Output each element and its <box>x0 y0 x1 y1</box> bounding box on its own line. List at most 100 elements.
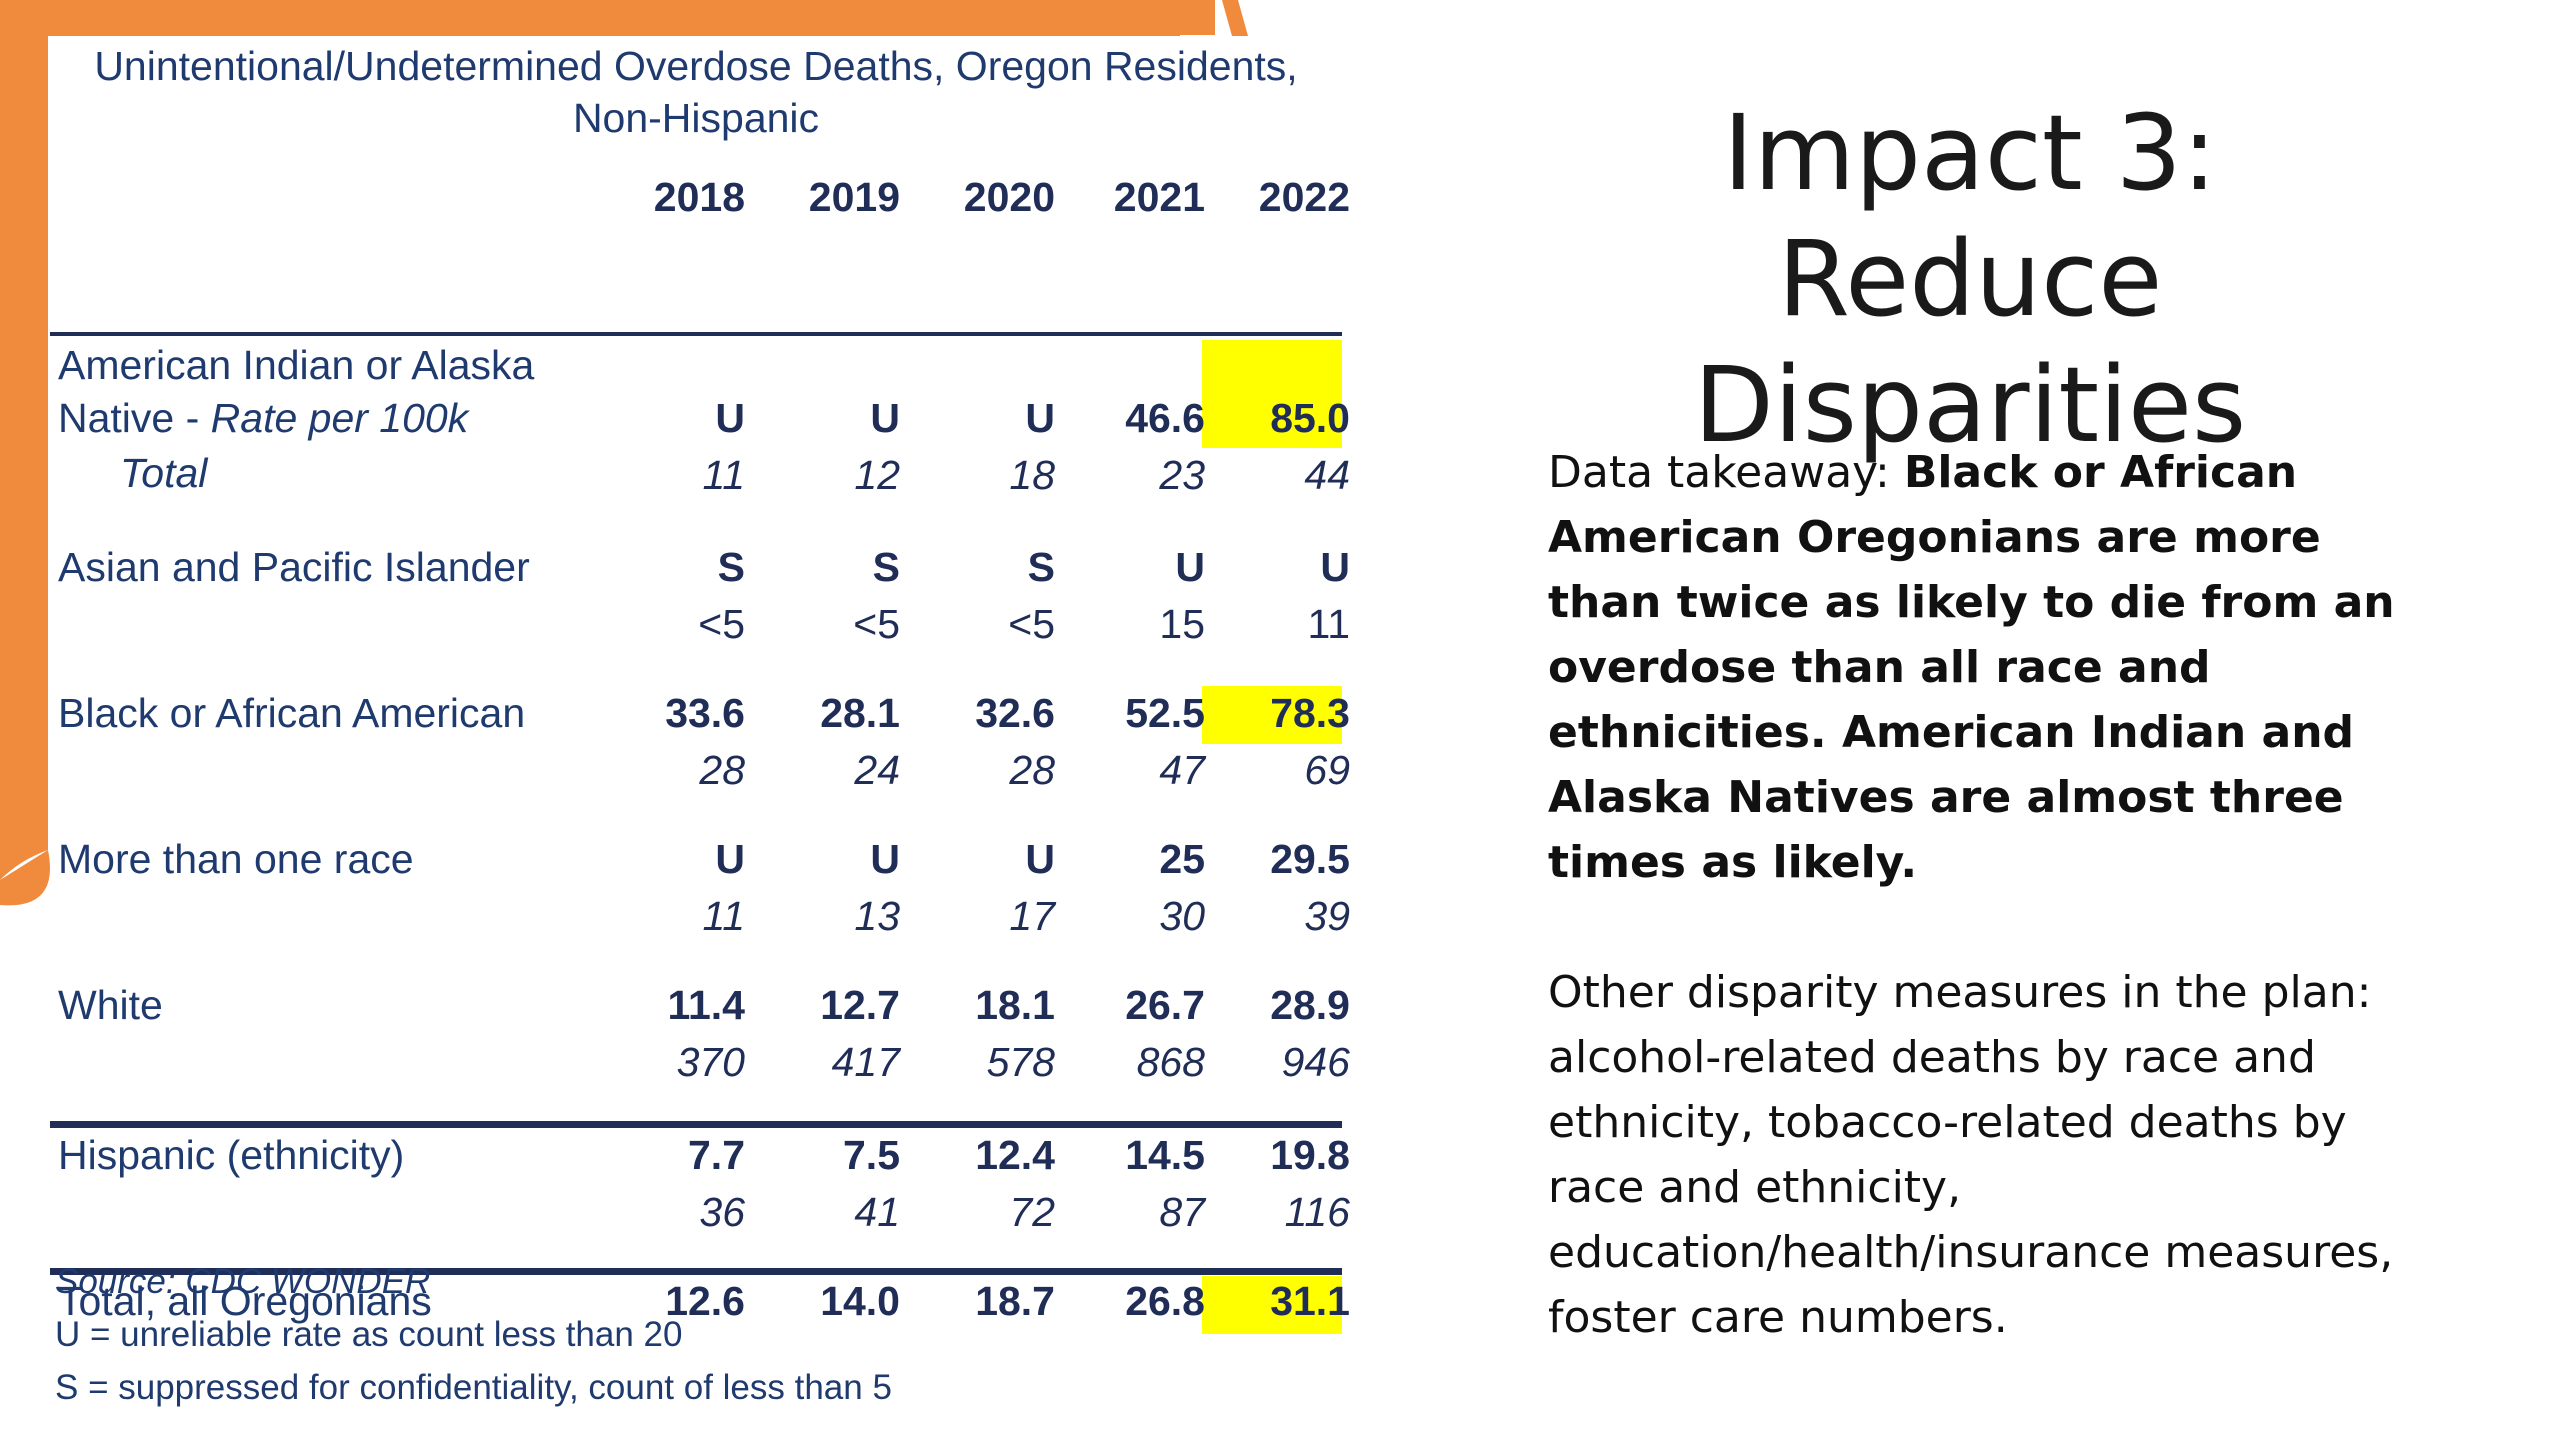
rate-cell: 46.6 <box>1125 395 1205 441</box>
count-cell: 47 <box>1159 747 1205 793</box>
table-row-black-african-american: Black or African American 33.6 28.1 32.6… <box>50 686 1350 830</box>
count-cell: 370 <box>676 1039 745 1085</box>
row-label: Total, all Oregonians <box>58 1278 432 1324</box>
rate-cell: 26.8 <box>1125 1278 1205 1324</box>
row-label: American Indian or Alaska <box>58 342 535 388</box>
table-row-more-than-one-race: More than one race U U U 25 29.5 11 13 1… <box>50 836 1350 976</box>
year-header: 2018 <box>653 174 745 220</box>
rate-label: Rate per 100k <box>210 395 469 441</box>
rate-cell: U <box>870 395 900 441</box>
count-label: Total <box>120 450 208 496</box>
count-cell: 41 <box>854 1189 900 1235</box>
table-title-line1: Unintentional/Undetermined Overdose Deat… <box>94 43 1298 89</box>
orange-accent-stripe <box>1222 0 1248 36</box>
count-cell: 11 <box>702 893 745 939</box>
rate-cell: 85.0 <box>1270 395 1350 441</box>
source-note: Source: CDC WONDER <box>55 1262 431 1301</box>
header-divider <box>50 332 1342 336</box>
year-header: 2019 <box>808 174 900 220</box>
rate-cell: U <box>715 836 745 882</box>
year-header: 2021 <box>1113 174 1205 220</box>
rate-cell: 12.7 <box>820 982 900 1028</box>
rate-cell: 25 <box>1159 836 1205 882</box>
slide-title-line2: Disparities <box>1693 344 2247 466</box>
count-cell: 868 <box>1136 1039 1205 1085</box>
year-header: 2022 <box>1258 174 1350 220</box>
count-cell: <5 <box>1008 601 1055 647</box>
hispanic-divider <box>50 1121 1342 1128</box>
rate-cell: 14.5 <box>1125 1132 1205 1178</box>
u-note: U = unreliable rate as count less than 2… <box>55 1315 683 1354</box>
table-title-line2: Non-Hispanic <box>572 95 820 141</box>
count-cell: 11 <box>1307 601 1350 647</box>
orange-wedge <box>0 850 50 906</box>
count-cell: 946 <box>1281 1039 1350 1085</box>
count-cell: 578 <box>986 1039 1055 1085</box>
rate-cell: S <box>872 544 900 590</box>
count-cell: 39 <box>1304 893 1350 939</box>
count-cell: 116 <box>1284 1189 1350 1235</box>
highlight-cell <box>1202 1276 1342 1334</box>
count-cell: 69 <box>1304 747 1350 793</box>
count-cell: 12 <box>854 452 900 498</box>
count-cell: <5 <box>698 601 745 647</box>
rate-cell: U <box>1025 836 1055 882</box>
table-row-american-indian: American Indian or Alaska Native - Rate … <box>50 340 1350 540</box>
rate-cell: 18.1 <box>975 982 1055 1028</box>
data-takeaway: Data takeaway: Black or African American… <box>1548 440 2448 895</box>
table-row-hispanic: Hispanic (ethnicity) 7.7 7.5 12.4 14.5 1… <box>50 1132 1350 1272</box>
count-cell: 36 <box>699 1189 745 1235</box>
year-header: 2020 <box>963 174 1055 220</box>
row-label: Asian and Pacific Islander <box>58 544 530 590</box>
count-cell: 24 <box>854 747 900 793</box>
slide-body: Data takeaway: Black or African American… <box>1548 440 2448 1415</box>
count-cell: 13 <box>854 893 900 939</box>
row-label: Black or African American <box>58 690 526 736</box>
row-label: Hispanic (ethnicity) <box>58 1132 405 1178</box>
table-row-asian-pacific-islander: Asian and Pacific Islander S S S U U <5 … <box>50 544 1350 684</box>
rate-cell: 7.5 <box>843 1132 900 1178</box>
year-header-row: 2018 2019 2020 2021 2022 <box>50 144 1350 226</box>
highlight-cell <box>1202 340 1342 448</box>
count-cell: 87 <box>1159 1189 1205 1235</box>
rate-cell: 14.0 <box>820 1278 900 1324</box>
other-measures: Other disparity measures in the plan: al… <box>1548 967 2394 1343</box>
row-label: White <box>58 982 163 1028</box>
table-title: Unintentional/Undetermined Overdose Deat… <box>50 40 1342 144</box>
rate-cell: 12.6 <box>665 1278 745 1324</box>
rate-cell: U <box>1320 544 1350 590</box>
table-grid: 2018 2019 2020 2021 2022 American Indian… <box>50 144 1350 1334</box>
rate-cell: 28.9 <box>1270 982 1350 1028</box>
rate-cell: 29.5 <box>1270 836 1350 882</box>
count-cell: 28 <box>699 747 745 793</box>
rate-cell: U <box>870 836 900 882</box>
rate-cell: 28.1 <box>820 690 900 736</box>
count-cell: 17 <box>1009 893 1055 939</box>
count-cell: 30 <box>1159 893 1205 939</box>
count-cell: 11 <box>702 452 745 498</box>
row-label-line2: Native - Rate per 100k <box>58 395 468 442</box>
table-row-total: Total, all Oregonians 12.6 14.0 18.7 26.… <box>50 1276 1350 1348</box>
takeaway-lead: Data takeaway: <box>1548 447 1904 498</box>
count-cell: 44 <box>1304 452 1350 498</box>
count-cell: 72 <box>1009 1189 1055 1235</box>
rate-cell: S <box>1027 544 1055 590</box>
rate-cell: 52.5 <box>1125 690 1205 736</box>
rate-cell: 11.4 <box>667 982 745 1028</box>
slide-title-line1: Impact 3: Reduce <box>1723 92 2217 340</box>
count-cell: <5 <box>853 601 900 647</box>
highlight-cell <box>1202 686 1342 744</box>
count-cell: 23 <box>1159 452 1205 498</box>
rate-cell: U <box>715 395 745 441</box>
rate-cell: U <box>1025 395 1055 441</box>
table-notes: Source: CDC WONDER U = unreliable rate a… <box>55 1255 892 1414</box>
table-row-white: White 11.4 12.7 18.1 26.7 28.9 370 417 5… <box>50 982 1350 1122</box>
rate-cell: S <box>717 544 745 590</box>
takeaway-bold: Black or African American Oregonians are… <box>1548 447 2395 888</box>
rate-cell: 19.8 <box>1270 1132 1350 1178</box>
slide-title: Impact 3: Reduce Disparities <box>1520 90 2420 468</box>
row-label-text: Native - <box>58 395 211 441</box>
rate-cell: 7.7 <box>688 1132 745 1178</box>
count-cell: 15 <box>1159 601 1205 647</box>
